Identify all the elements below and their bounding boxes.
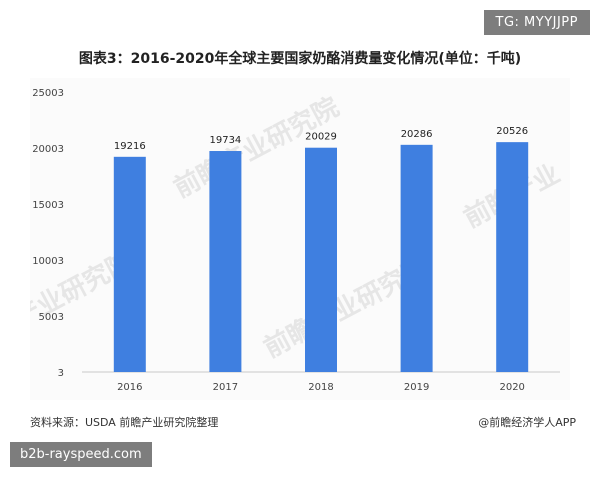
y-tick-label: 15003: [32, 200, 64, 211]
chart-title: 图表3：2016-2020年全球主要国家奶酪消费量变化情况(单位：千吨): [78, 51, 522, 67]
x-tick-label: 2016: [117, 382, 142, 393]
x-tick-label: 2020: [499, 382, 524, 393]
x-tick-label: 2018: [308, 382, 333, 393]
y-tick-label: 20003: [32, 144, 64, 155]
x-tick-label: 2019: [404, 382, 429, 393]
x-tick-label: 2017: [213, 382, 238, 393]
bar-chart: 前瞻产业研究院 产业研究院 前瞻产业研究院 前瞻产业 25003 20003 150…: [30, 88, 565, 393]
bar-2020: [496, 142, 529, 372]
site-tag: b2b-rayspeed.com: [10, 442, 152, 467]
credit-note: @前瞻经济学人APP: [478, 416, 576, 429]
y-tick-label: 5003: [39, 312, 64, 323]
watermark-tag: TG: MYYJJPP: [483, 10, 590, 35]
bar-2017: [209, 151, 242, 372]
bar-value-label: 19734: [209, 135, 241, 146]
bar-2016: [113, 156, 146, 372]
bar-value-label: 20526: [496, 126, 528, 137]
chart-area: 前瞻产业研究院 产业研究院 前瞻产业研究院 前瞻产业 25003 20003 150…: [30, 78, 570, 400]
bar-value-label: 20286: [401, 129, 433, 140]
bar-2019: [400, 144, 433, 372]
y-tick-label: 10003: [32, 256, 64, 267]
source-note: 资料来源：USDA 前瞻产业研究院整理: [30, 416, 219, 429]
bar-2018: [305, 147, 337, 372]
y-tick-label: 3: [58, 368, 64, 379]
bar-value-label: 20029: [305, 132, 337, 143]
y-tick-label: 25003: [32, 88, 64, 99]
bar-value-label: 19216: [114, 141, 146, 152]
watermarks: 前瞻产业研究院 产业研究院 前瞻产业研究院 前瞻产业: [30, 91, 565, 364]
